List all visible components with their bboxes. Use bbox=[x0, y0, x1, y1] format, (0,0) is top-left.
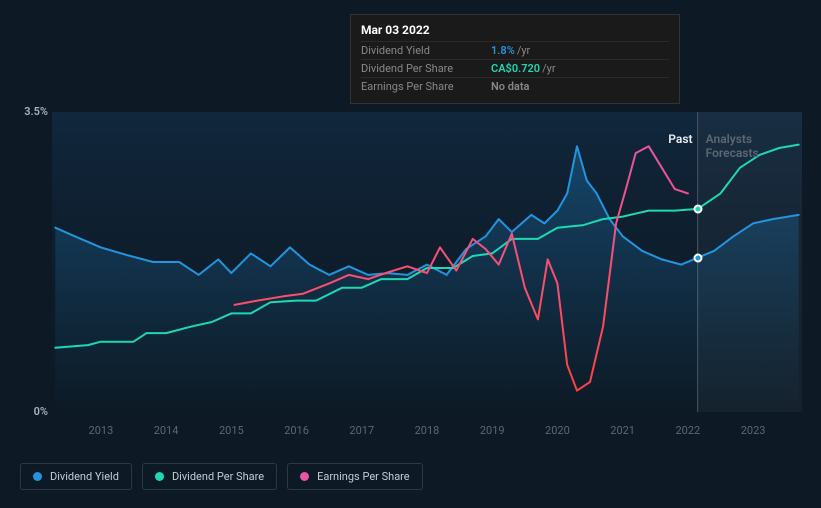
x-tick-label: 2017 bbox=[342, 424, 382, 437]
tooltip-row: Earnings Per ShareNo data bbox=[361, 77, 669, 95]
x-tick-label: 2016 bbox=[277, 424, 317, 437]
x-tick-label: 2013 bbox=[81, 424, 121, 437]
x-tick-label: 2018 bbox=[407, 424, 447, 437]
legend-item-earnings-per-share[interactable]: Earnings Per Share bbox=[287, 463, 423, 490]
tooltip-value: CA$0.720 bbox=[491, 62, 540, 75]
legend-dot-icon bbox=[300, 472, 309, 481]
x-tick-label: 2023 bbox=[733, 424, 773, 437]
legend-dot-icon bbox=[155, 472, 164, 481]
tooltip-value: No data bbox=[491, 80, 529, 93]
y-tick-label: 3.5% bbox=[18, 105, 48, 118]
x-tick-label: 2022 bbox=[668, 424, 708, 437]
x-tick-label: 2021 bbox=[603, 424, 643, 437]
tooltip-unit: /yr bbox=[517, 44, 530, 57]
chart-area[interactable]: 3.5%0% 201320142015201620172018201920202… bbox=[20, 106, 802, 418]
x-tick-label: 2014 bbox=[146, 424, 186, 437]
zone-label-forecast: Analysts Forecasts bbox=[706, 132, 802, 160]
tooltip-row: Dividend Per ShareCA$0.720/yr bbox=[361, 59, 669, 77]
tooltip-key: Dividend Yield bbox=[361, 44, 491, 57]
x-tick-label: 2015 bbox=[211, 424, 251, 437]
x-tick-label: 2019 bbox=[472, 424, 512, 437]
tooltip-row: Dividend Yield1.8%/yr bbox=[361, 41, 669, 59]
tooltip-key: Earnings Per Share bbox=[361, 80, 491, 93]
zone-label-past: Past bbox=[668, 132, 692, 146]
x-tick-label: 2020 bbox=[537, 424, 577, 437]
series-marker bbox=[693, 204, 702, 213]
series-marker bbox=[693, 253, 702, 262]
legend-item-dividend-per-share[interactable]: Dividend Per Share bbox=[142, 463, 277, 490]
legend-dot-icon bbox=[33, 472, 42, 481]
legend-label: Dividend Yield bbox=[50, 470, 119, 483]
legend: Dividend Yield Dividend Per Share Earnings… bbox=[20, 463, 423, 490]
tooltip-date: Mar 03 2022 bbox=[361, 23, 669, 37]
tooltip-key: Dividend Per Share bbox=[361, 62, 491, 75]
y-tick-label: 0% bbox=[18, 405, 48, 418]
legend-item-dividend-yield[interactable]: Dividend Yield bbox=[20, 463, 132, 490]
chart-svg bbox=[20, 106, 802, 418]
tooltip-value: 1.8% bbox=[491, 44, 515, 57]
tooltip-unit: /yr bbox=[542, 62, 555, 75]
legend-label: Earnings Per Share bbox=[317, 470, 410, 483]
legend-label: Dividend Per Share bbox=[172, 470, 264, 483]
hover-tooltip: Mar 03 2022 Dividend Yield1.8%/yrDividen… bbox=[350, 14, 680, 104]
